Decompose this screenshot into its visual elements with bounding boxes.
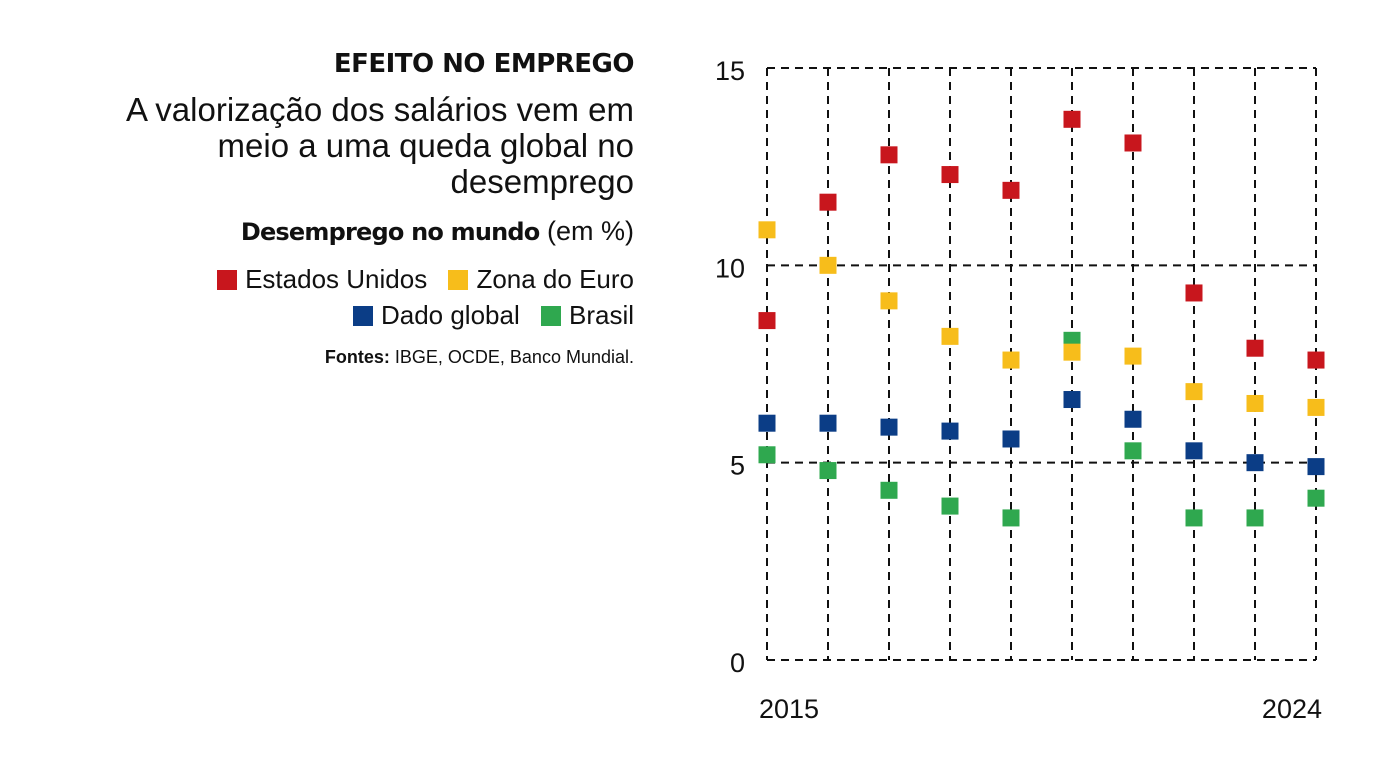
kicker-title: EFEITO NO EMPREGO: [333, 49, 635, 79]
sources-note: Fontes: IBGE, OCDE, Banco Mundial.: [74, 345, 634, 369]
data-point: [1307, 398, 1325, 416]
y-tick-label: 10: [715, 253, 745, 283]
data-points: [758, 110, 1325, 527]
legend-label: Brasil: [568, 300, 634, 330]
series-estados-unidos: [758, 110, 1325, 369]
series-dado-global: [758, 391, 1325, 476]
legend-row: Estados Unidos Zona do Euro: [74, 261, 634, 297]
data-point: [819, 462, 837, 480]
data-point: [880, 146, 898, 164]
chart-grid: [766, 67, 1317, 661]
series-brasil: [758, 331, 1325, 527]
legend-item-dado-global: Dado global: [352, 297, 520, 333]
subtitle-bold: Desemprego no mundo: [240, 218, 540, 246]
y-axis-ticks: 0 5 10 15: [715, 56, 745, 678]
sources-label: Fontes:: [324, 347, 390, 367]
data-point: [758, 414, 776, 432]
y-tick-label: 5: [730, 451, 745, 481]
data-point: [1063, 391, 1081, 409]
data-point: [1307, 489, 1325, 507]
data-point: [758, 312, 776, 330]
legend-row: Dado global Brasil: [74, 297, 634, 333]
series-zona-do-euro: [758, 221, 1325, 416]
data-point: [1307, 351, 1325, 369]
chart-subtitle: Desemprego no mundo (em %): [74, 214, 634, 249]
legend-swatch-icon: [540, 306, 561, 326]
data-point: [1124, 134, 1142, 152]
data-point: [1002, 509, 1020, 527]
data-point: [1185, 383, 1203, 401]
data-point: [941, 166, 959, 184]
data-point: [758, 446, 776, 464]
headline: A valorização dos salários vem em meio a…: [74, 92, 634, 200]
data-point: [1124, 410, 1142, 428]
data-point: [1063, 343, 1081, 361]
data-point: [1002, 181, 1020, 199]
data-point: [819, 256, 837, 274]
legend-swatch-icon: [448, 270, 469, 290]
data-point: [941, 497, 959, 515]
headline-line: A valorização dos salários vem em: [125, 91, 634, 128]
text-panel: EFEITO NO EMPREGO A valorização dos salá…: [74, 46, 635, 369]
data-point: [1185, 442, 1203, 460]
data-point: [819, 414, 837, 432]
headline-line: meio a uma queda global no: [217, 127, 634, 164]
sources-text: IBGE, OCDE, Banco Mundial.: [389, 347, 634, 367]
data-point: [1307, 458, 1325, 476]
data-point: [880, 292, 898, 310]
data-point: [819, 193, 837, 211]
data-point: [1124, 347, 1142, 365]
data-point: [880, 418, 898, 436]
legend-item-estados-unidos: Estados Unidos: [217, 261, 427, 297]
legend-label: Dado global: [380, 300, 520, 330]
legend-item-brasil: Brasil: [540, 297, 634, 333]
legend-swatch-icon: [352, 306, 373, 326]
data-point: [1246, 454, 1264, 472]
x-tick-label: 2024: [1262, 694, 1322, 724]
data-point: [880, 481, 898, 499]
legend-label: Zona do Euro: [476, 264, 634, 294]
y-tick-label: 15: [715, 56, 745, 86]
data-point: [1002, 351, 1020, 369]
data-point: [1002, 430, 1020, 448]
data-point: [1185, 509, 1203, 527]
data-point: [758, 221, 776, 239]
y-tick-label: 0: [730, 648, 745, 678]
legend-item-zona-do-euro: Zona do Euro: [448, 261, 634, 297]
data-point: [941, 422, 959, 440]
data-point: [1063, 110, 1081, 128]
data-point: [1124, 442, 1142, 460]
subtitle-unit: (em %): [539, 216, 634, 246]
x-tick-label: 2015: [759, 694, 819, 724]
legend-swatch-icon: [217, 270, 238, 290]
data-point: [1246, 509, 1264, 527]
x-axis-ticks: 2015 2024: [759, 694, 1322, 724]
data-point: [941, 327, 959, 345]
data-point: [1185, 284, 1203, 302]
data-point: [1246, 339, 1264, 357]
legend-label: Estados Unidos: [245, 264, 428, 294]
headline-line: desemprego: [450, 163, 634, 200]
data-point: [1246, 394, 1264, 412]
